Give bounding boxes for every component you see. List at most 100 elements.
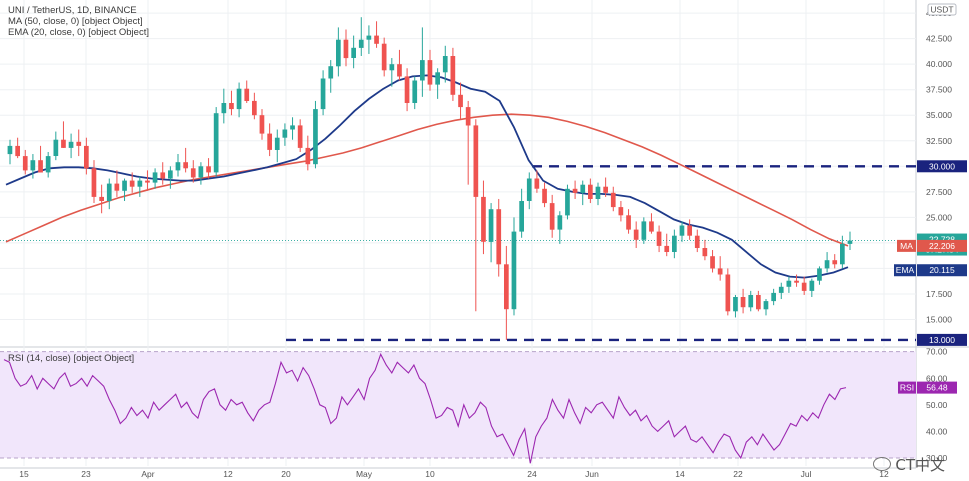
candle-body [229,103,234,110]
candle-body [840,243,845,265]
candle-body [15,145,20,157]
candle-body [91,168,97,197]
candle-body [427,60,433,85]
candle-body [725,274,731,312]
candle-body [740,297,746,308]
time-tick-label: 22 [733,469,743,479]
candle-body [267,133,272,150]
watermark: CT中文 [873,454,945,475]
rsi-line [3,352,847,464]
candle-body [580,184,586,193]
currency-box [927,3,957,16]
price-tick-label: 15.000 [926,314,952,324]
candle-body [274,137,280,150]
rsi-tick-label: 30.00 [926,453,948,463]
last-price-label: 22.728 [929,235,955,245]
candle-body [824,260,830,269]
currency-label: USDT [930,5,953,15]
level-high-label-bg [917,160,967,173]
candle-body [572,188,578,193]
candle-body [412,80,418,103]
candle-body [557,215,563,230]
candle-body [358,39,364,48]
candle-body [641,221,647,240]
candle-body [763,301,769,310]
price-tick-label: 27.500 [926,187,952,197]
candle-body [252,100,257,116]
candle-body [756,295,761,310]
candle-body [717,268,723,275]
candle-body [420,60,425,81]
rsi-tag-bg [898,381,916,394]
candle-body [351,47,356,58]
candle-body [694,235,700,248]
candle-body [336,39,341,67]
candle-body [496,209,502,265]
ema-price-label: 20.115 [929,265,955,275]
candle-body [595,186,601,199]
time-tick-label: 15 [19,469,29,479]
candle-body [832,260,838,265]
candle-body [122,180,127,191]
price-tick-label: 40.000 [926,59,952,69]
candle-body [137,180,143,187]
candle-body [588,184,593,199]
candle-body [687,225,692,236]
candle-body [129,180,135,187]
candle-body [748,295,754,308]
price-tick-label: 37.500 [926,85,952,95]
candle-body [320,78,326,110]
candle-body [305,147,311,165]
candle-body [244,88,250,101]
time-tick-label: 23 [81,469,91,479]
ema20-line [5,74,849,279]
symbol-title: UNI / TetherUS, 1D, BINANCE [8,5,137,16]
level-low-label: 13.000 [929,335,955,345]
rsi-tick-label: 50.00 [926,400,948,410]
candle-body [664,245,670,252]
candle-body [618,207,624,216]
price-tick-label: 42.500 [926,34,952,44]
watermark-text: CT中文 [895,456,945,474]
candle-body [183,162,188,169]
candle-body [679,225,685,236]
candle-body [76,141,82,146]
time-tick-label: 12 [223,469,233,479]
candle-body [542,188,547,204]
price-tick-label: 32.500 [926,136,952,146]
candle-body [282,129,288,138]
candle-body [786,280,792,287]
ma-price-label: 22.206 [929,241,955,251]
candle-body [397,64,402,77]
ma-legend: MA (50, close, 0) [object Object] [8,16,143,27]
candle-body [511,231,517,310]
candle-body [801,282,807,291]
candle-body [213,113,219,173]
candle-body [817,268,822,281]
candle-body [481,196,486,242]
candle-body [328,66,334,79]
candle-body [504,264,509,310]
price-tick-label: 35.000 [926,110,952,120]
candle-body [221,103,227,114]
rsi-value-bg [917,381,957,394]
level-high-label: 30.000 [929,161,955,171]
candle-body [68,141,74,148]
candle-body [526,178,532,201]
candle-body [458,94,463,108]
candle-body [702,248,708,257]
candle-body [198,166,204,178]
rsi-band [0,351,916,459]
candle-body [672,235,677,252]
time-tick-label: Apr [141,469,154,479]
ema-price-bg [917,264,967,277]
candle-body [610,192,616,208]
candle-body [45,156,51,173]
candle-body [442,56,448,73]
candle-body [649,221,654,232]
candle-body [84,145,89,169]
candle-body [106,183,112,201]
candle-body [374,35,379,44]
candle-body [778,286,784,293]
